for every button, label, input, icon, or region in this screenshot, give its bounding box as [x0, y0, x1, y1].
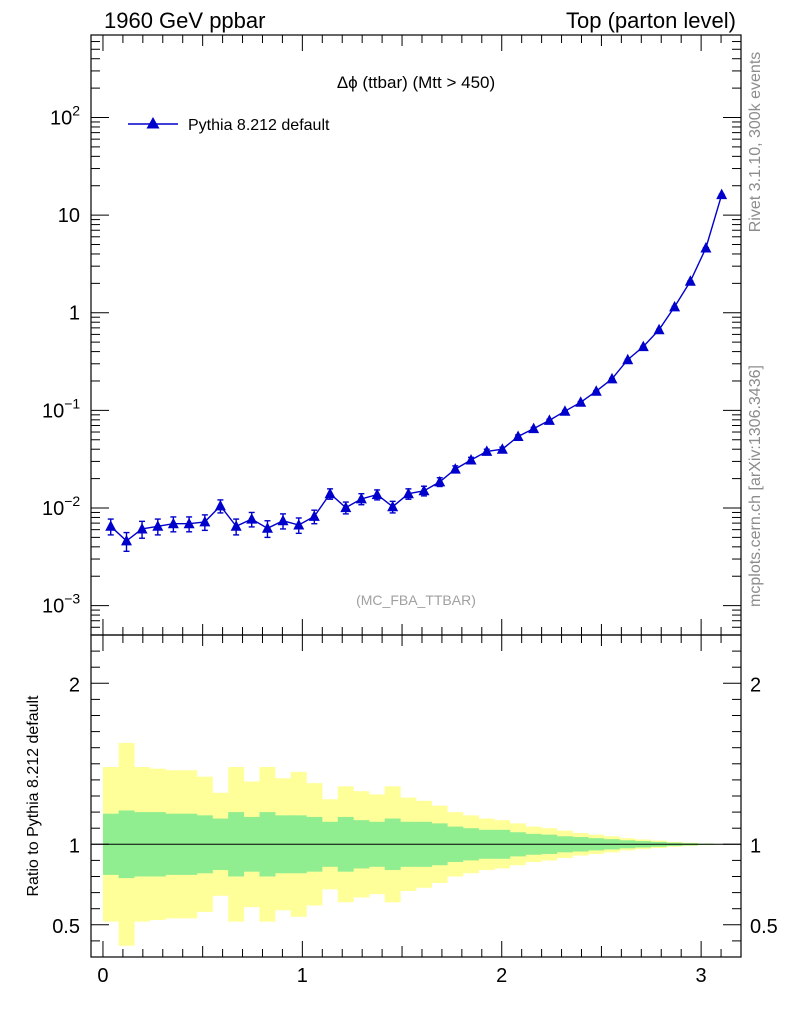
data-point: [230, 520, 242, 531]
data-point: [214, 499, 226, 511]
data-point: [543, 414, 555, 425]
data-point: [669, 300, 681, 312]
data-point: [183, 517, 195, 529]
plot-title: Δϕ (ttbar) (Mtt > 450): [337, 73, 495, 92]
ratio-frame: [90, 634, 742, 958]
data-point: [559, 405, 571, 416]
data-point: [716, 188, 728, 200]
x-tick-label: 1: [297, 965, 308, 987]
ratio-y-tick-label-left: 0.5: [52, 916, 80, 938]
mcplots-label: mcplots.cern.ch [arXiv:1306.3436]: [747, 365, 764, 607]
data-point: [308, 510, 320, 521]
data-point: [340, 501, 352, 513]
data-point: [293, 518, 305, 530]
x-tick-label: 2: [496, 965, 507, 987]
data-point: [167, 517, 179, 529]
ratio-ylabel: Ratio to Pythia 8.212 default: [25, 695, 42, 897]
data-point: [371, 488, 383, 500]
data-point: [120, 534, 132, 546]
rivet-label: Rivet 3.1.10, 300k events: [747, 52, 764, 233]
y-tick-label: 10−1: [42, 395, 80, 422]
data-point: [387, 500, 399, 512]
watermark: (MC_FBA_TTBAR): [356, 592, 476, 608]
main-panel: 10−3 10−2 10−1 1 10 102 Δϕ (ttbar) (Mtt > 450…: [42, 34, 742, 636]
y-tick-label: 10−2: [42, 493, 80, 520]
ratio-panel: 0.5 0.5 1 1 2 2 0 1 2 3 Ratio to Pythia 8.212 def…: [25, 634, 778, 987]
data-point: [136, 522, 148, 534]
y-tick-label: 10: [58, 205, 80, 227]
data-point: [575, 396, 587, 407]
ratio-y-tick-label-right: 0.5: [750, 916, 778, 938]
data-point: [684, 275, 696, 286]
data-point: [418, 484, 430, 496]
data-point: [528, 422, 540, 434]
ratio-y-tick-label-left: 2: [69, 674, 80, 696]
data-point: [622, 353, 634, 365]
data-point: [199, 515, 211, 527]
data-point: [512, 430, 524, 441]
header-left: 1960 GeV ppbar: [104, 8, 265, 33]
data-point: [449, 463, 461, 474]
data-point: [246, 513, 258, 524]
series-line: [110, 194, 723, 542]
x-tick-label: 0: [97, 965, 108, 987]
legend-label: Pythia 8.212 default: [188, 117, 330, 134]
data-point: [700, 242, 712, 253]
x-tick-label: 3: [696, 965, 707, 987]
data-point: [637, 340, 649, 352]
data-point: [434, 475, 446, 487]
y-tick-label: 102: [50, 103, 80, 130]
data-point: [606, 372, 618, 384]
data-point: [590, 385, 602, 396]
data-point: [152, 520, 164, 531]
data-point: [481, 445, 493, 456]
data-point: [653, 323, 665, 335]
y-tick-label: 1: [69, 303, 80, 325]
header-right: Top (parton level): [566, 8, 736, 33]
data-point: [465, 454, 477, 465]
data-point: [324, 487, 336, 499]
ratio-y-tick-label-left: 1: [69, 835, 80, 857]
data-point: [277, 514, 289, 526]
data-point: [261, 522, 273, 533]
data-point: [496, 443, 508, 454]
ratio-y-tick-label-right: 1: [750, 835, 761, 857]
legend: Pythia 8.212 default: [128, 117, 330, 134]
data-point: [105, 520, 117, 531]
data-point: [355, 492, 367, 504]
ratio-y-tick-label-right: 2: [750, 674, 761, 696]
data-point: [402, 487, 414, 499]
y-tick-label: 10−3: [42, 591, 80, 618]
legend-marker: [146, 117, 160, 129]
